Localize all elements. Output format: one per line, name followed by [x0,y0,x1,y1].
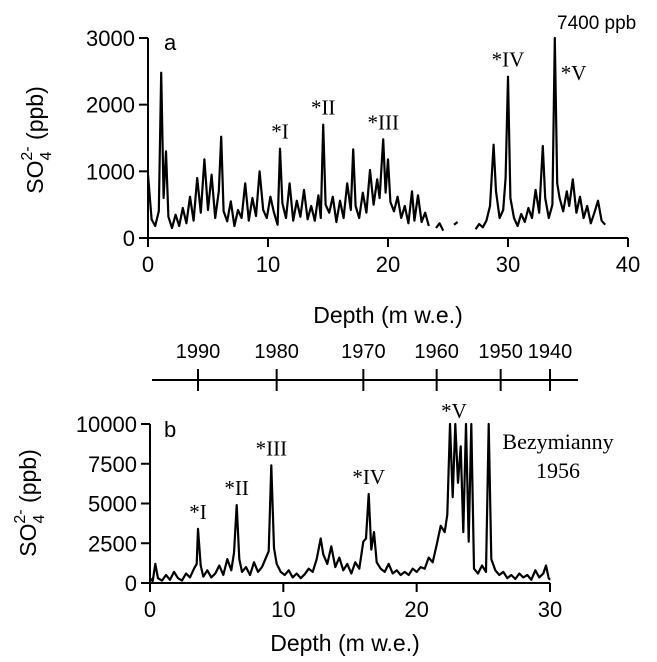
year-axis: 1990 1980 1970 1960 1950 1940 [152,341,578,391]
year-tick-label: 1960 [414,341,459,363]
panel-b-y-title-unit: (ppb) [15,449,41,509]
panel-a-x-tick-label: 40 [616,252,640,277]
panel-a-clip-annotation: 7400 ppb [557,13,636,34]
panel-b-event-label: *III [256,436,287,460]
panel-b-y-tick-label: 5000 [88,492,137,517]
panel-b-x-tick-label: 0 [144,597,156,622]
year-tick-label: 1980 [254,341,299,363]
year-tick-label: 1970 [341,341,386,363]
panel-a-y-title-unit: (ppb) [22,86,48,146]
panel-a-series-segment-0 [146,71,430,230]
panel-a-x-axis-title: Depth (m w.e.) [313,302,463,328]
panel-a-y-tick-label: 2000 [86,93,135,118]
bezymianny-annotation-line-1: Bezymianny [502,429,613,454]
panel-b-y-tick-label: 2500 [88,531,137,556]
panel-a-series-segment-3 [474,36,607,230]
panel-a-x-tick-label: 20 [376,252,400,277]
panel-b-y-title-sup: 2- [12,509,29,523]
panel-a-series [146,36,607,232]
panel-b-x-ticks: 0 10 20 30 [144,583,562,622]
bezymianny-annotation-line-2: 1956 [536,458,580,483]
panel-a-event-label: *IV [492,48,525,72]
panel-b-series-segment-0 [149,422,551,583]
panel-a: 0 1000 2000 3000 0 10 20 30 40 *I *II *III *IV *V a… [19,13,640,328]
panel-b-x-axis-title: Depth (m w.e.) [270,630,420,656]
panel-a-series-segment-2 [453,221,459,226]
panel-b-letter: b [164,417,176,442]
panel-b-y-title-main: SO [15,524,41,557]
panel-b-y-axis-title: SO42- (ppb) [12,449,48,556]
panel-a-event-label: *II [311,96,336,120]
panel-b-x-tick-label: 20 [404,597,428,622]
panel-b-event-label: *II [224,476,249,500]
panel-a-x-tick-label: 0 [142,252,154,277]
panel-a-y-title-sub: 4 [38,152,55,161]
panel-a-y-ticks: 0 1000 2000 3000 [86,26,148,251]
year-tick-label: 1990 [176,341,221,363]
panel-a-letter: a [164,30,177,55]
panel-b-y-tick-label: 10000 [76,412,137,437]
panel-a-y-axis-title: SO42- (ppb) [19,86,55,193]
panel-a-y-title-sup: 2- [19,146,36,160]
panel-a-series-segment-1 [435,222,445,232]
panel-a-y-tick-label: 3000 [86,26,135,51]
year-tick-label: 1940 [528,341,573,363]
panel-b-y-ticks: 0 2500 5000 7500 10000 [76,412,150,596]
panel-b-y-title-sub: 4 [31,515,48,524]
panel-b-x-tick-label: 10 [271,597,295,622]
year-tick-label: 1950 [478,341,523,363]
year-axis-ticks: 1990 1980 1970 1960 1950 1940 [176,341,573,391]
panel-b-y-tick-label: 7500 [88,452,137,477]
panel-b-x-tick-label: 30 [538,597,562,622]
panel-b-event-label: *IV [352,465,385,489]
panel-a-y-title-main: SO [22,161,48,194]
panel-a-event-label: *III [367,110,398,134]
panel-b-event-labels: *I *II *III *IV *V [189,399,467,524]
panel-a-y-tick-label: 1000 [86,159,135,184]
panel-b-y-tick-label: 0 [125,571,137,596]
panel-a-x-tick-label: 30 [496,252,520,277]
panel-b-event-label: *I [189,500,207,524]
panel-b-series [149,422,551,583]
panel-a-event-labels: *I *II *III *IV *V [271,48,586,144]
panel-b-event-label: *V [441,399,467,423]
panel-a-x-tick-label: 10 [256,252,280,277]
panel-a-event-label: *V [561,61,587,85]
panel-a-event-label: *I [271,120,289,144]
panel-a-x-ticks: 0 10 20 30 40 [142,238,640,277]
panel-a-y-tick-label: 0 [123,226,135,251]
